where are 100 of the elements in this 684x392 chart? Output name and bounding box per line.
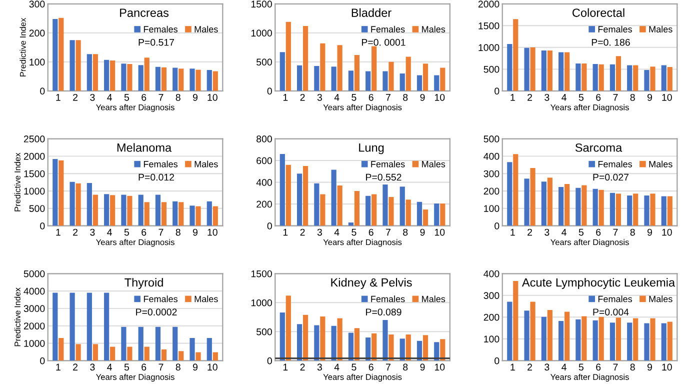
bar: [178, 351, 184, 361]
bar: [422, 209, 428, 226]
legend-label: Females: [598, 160, 632, 168]
x-axis-title: Years after Diagnosis: [550, 239, 629, 247]
chart-title: Lung: [359, 144, 384, 154]
x-axis-title: Years after Diagnosis: [323, 239, 402, 247]
annotation: P=0.517: [138, 38, 174, 46]
x-tick-label: 6: [596, 94, 601, 101]
y-tick-label: 1000: [251, 30, 272, 37]
bar: [592, 188, 598, 226]
x-tick-label: 7: [386, 364, 390, 370]
bar: [416, 340, 422, 361]
bar: [348, 332, 354, 361]
bar: [627, 65, 632, 91]
x-tick-label: 6: [142, 364, 146, 371]
bar: [592, 320, 598, 361]
bar: [161, 67, 167, 91]
bar: [564, 52, 570, 91]
y-axis-title: Predictive Index: [20, 18, 26, 76]
bar: [337, 318, 342, 361]
x-tick-label: 7: [158, 228, 164, 236]
bar: [582, 316, 587, 361]
legend-label: Females: [371, 296, 405, 302]
x-tick-label: 5: [578, 364, 584, 371]
x-tick-label: 1: [510, 364, 515, 370]
bar: [104, 194, 110, 226]
bar: [314, 183, 320, 226]
bar: [52, 292, 58, 361]
x-tick-label: 7: [158, 364, 164, 370]
x-tick-label: 1: [283, 94, 288, 101]
bar: [76, 183, 81, 226]
bar: [406, 200, 411, 226]
bar: [366, 337, 371, 361]
bar: [388, 334, 394, 361]
bar: [320, 194, 326, 226]
x-tick-label: 3: [317, 364, 322, 371]
y-tick-label: 0: [267, 222, 272, 230]
x-tick-label: 3: [90, 364, 95, 371]
bar: [558, 321, 564, 361]
x-tick-label: 2: [73, 228, 78, 236]
bar: [86, 292, 92, 361]
y-tick-label: 0: [494, 222, 500, 230]
y-tick-label: 500: [484, 136, 500, 142]
bar: [110, 60, 116, 91]
bar: [633, 194, 638, 226]
bar: [206, 201, 212, 226]
bar: [524, 310, 530, 361]
legend-label: Females: [144, 26, 178, 32]
x-tick-label: 2: [528, 364, 532, 370]
y-tick-label: 300: [29, 0, 45, 8]
bar: [372, 194, 377, 226]
bar: [354, 328, 360, 361]
x-tick-label: 4: [562, 228, 566, 236]
y-tick-label: 2000: [478, 0, 500, 8]
x-tick-label: 9: [193, 228, 198, 236]
bar: [616, 56, 622, 91]
bar: [212, 71, 218, 91]
chart-title: Acute Lymphocytic Leukemia: [522, 278, 676, 289]
bar: [541, 316, 546, 361]
annotation: P=0. 0001: [362, 38, 406, 46]
legend-label: Females: [598, 26, 632, 32]
x-tick-label: 4: [107, 94, 112, 101]
bar: [513, 281, 518, 361]
y-tick-label: 1000: [478, 44, 500, 52]
x-tick-label: 9: [193, 364, 198, 371]
chart-title: Kidney & Pelvis: [331, 278, 412, 289]
chart-title: Sarcoma: [575, 143, 622, 152]
y-tick-label: 100: [484, 336, 500, 343]
bar: [382, 320, 388, 361]
x-tick-label: 10: [434, 228, 445, 236]
bar: [547, 50, 552, 91]
bar: [406, 56, 411, 91]
y-tick-label: 800: [256, 136, 272, 142]
x-tick-label: 3: [544, 228, 550, 236]
legend-label: Males: [422, 26, 446, 32]
bar: [598, 64, 604, 91]
x-tick-label: 8: [176, 228, 180, 236]
bar: [507, 162, 512, 226]
bar: [416, 202, 422, 226]
x-tick-label: 1: [283, 364, 288, 370]
x-tick-label: 10: [662, 228, 672, 236]
bar: [70, 292, 75, 361]
x-tick-label: 10: [208, 364, 218, 371]
x-tick-label: 3: [317, 94, 322, 101]
x-tick-label: 10: [208, 94, 218, 101]
x-tick-label: 4: [562, 364, 566, 370]
y-axis-title: Predictive Index: [14, 152, 20, 212]
x-axis-title: Years after Diagnosis: [96, 239, 174, 247]
bar: [127, 64, 132, 91]
x-tick-label: 3: [317, 228, 322, 236]
bar: [434, 203, 440, 226]
bar: [331, 170, 336, 226]
bar: [70, 182, 75, 226]
x-tick-label: 6: [596, 364, 601, 371]
bar: [382, 184, 388, 226]
y-tick-label: 1500: [478, 22, 500, 30]
bar: [582, 185, 587, 226]
annotation: P=0.004: [593, 308, 629, 316]
bar: [296, 65, 302, 91]
y-tick-label: 1500: [251, 0, 272, 8]
